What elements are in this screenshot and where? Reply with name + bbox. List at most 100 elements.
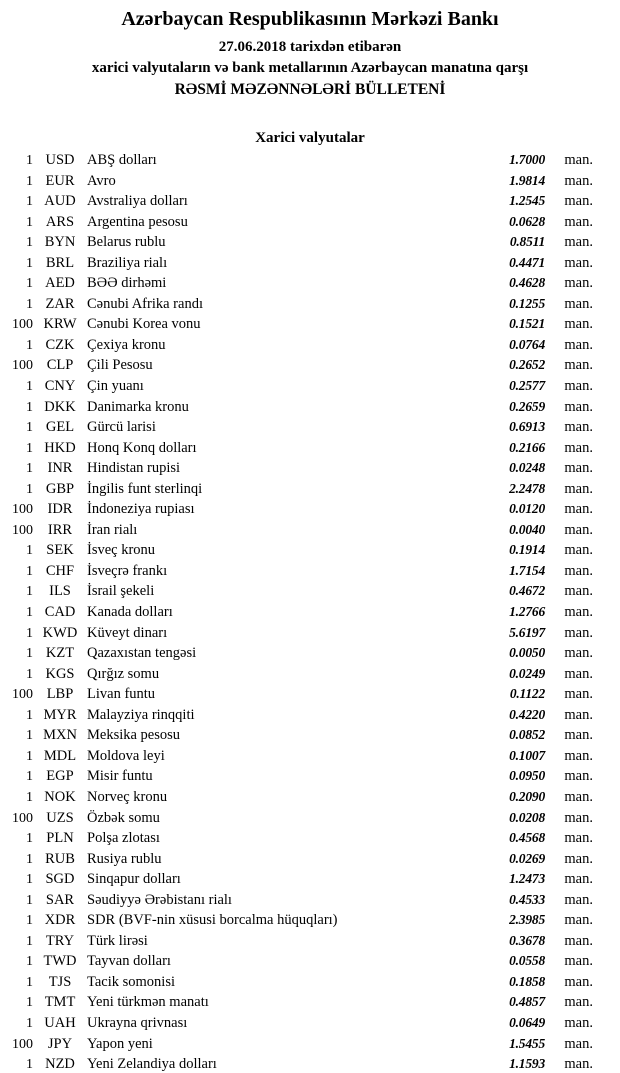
quantity-cell: 1 xyxy=(26,440,33,456)
currency-row: 1 BRL Braziliya rialı 0.4471 man. xyxy=(0,253,620,274)
currency-name-cell: İran rialı xyxy=(87,521,138,538)
rate-value-cell: 0.0649 xyxy=(509,1014,545,1030)
currency-name-cell: Braziliya rialı xyxy=(87,254,168,271)
currency-name-cell: BƏƏ dirhəmi xyxy=(87,275,167,292)
quantity-cell: 1 xyxy=(26,851,33,867)
currency-row: 1 EGP Misir funtu 0.0950 man. xyxy=(0,766,620,787)
unit-label-cell: man. xyxy=(564,788,593,805)
unit-label-cell: man. xyxy=(564,727,593,744)
quantity-cell: 1 xyxy=(26,399,33,415)
currency-code-cell: USD xyxy=(45,152,75,168)
quantity-cell: 100 xyxy=(12,687,33,703)
currency-row: 1 BYN Belarus rublu 0.8511 man. xyxy=(0,232,620,253)
currency-row: 1 NZD Yeni Zelandiya dolları 1.1593 man. xyxy=(0,1054,620,1073)
unit-label-cell: man. xyxy=(564,152,593,168)
rate-value-cell: 0.4220 xyxy=(509,706,545,722)
currency-code-cell: KWD xyxy=(42,624,78,641)
quantity-cell: 1 xyxy=(26,214,33,230)
currency-code-cell: BYN xyxy=(44,234,76,251)
currency-code-cell: IDR xyxy=(47,501,73,518)
currency-name-cell: Belarus rublu xyxy=(87,234,166,251)
rate-value-cell: 0.4568 xyxy=(509,830,545,846)
quantity-cell: 1 xyxy=(26,605,33,621)
currency-code-cell: LBP xyxy=(46,686,74,703)
currency-row: 1 MDL Moldova leyi 0.1007 man. xyxy=(0,746,620,767)
currency-name-cell: İsrail şekeli xyxy=(87,583,155,600)
currency-row: 1 KWD Küveyt dinarı 5.6197 man. xyxy=(0,623,620,644)
currency-row: 1 EUR Avro 1.9814 man. xyxy=(0,171,620,192)
quantity-cell: 1 xyxy=(26,831,33,847)
quantity-cell: 1 xyxy=(26,153,33,168)
currency-name-cell: Yeni türkmən manatı xyxy=(87,994,209,1011)
currency-row: 100 LBP Livan funtu 0.1122 man. xyxy=(0,684,620,705)
unit-label-cell: man. xyxy=(564,439,593,456)
rate-value-cell: 0.0628 xyxy=(509,213,545,229)
currency-row: 100 IDR İndoneziya rupiası 0.0120 man. xyxy=(0,499,620,520)
currency-name-cell: Ukrayna qrivnası xyxy=(87,1014,188,1031)
unit-label-cell: man. xyxy=(564,665,593,682)
unit-label-cell: man. xyxy=(564,398,593,415)
currency-code-cell: TWD xyxy=(43,953,77,970)
currency-name-cell: Cənubi Afrika randı xyxy=(87,295,203,312)
currency-code-cell: KGS xyxy=(45,665,75,682)
currency-name-cell: Misir funtu xyxy=(87,768,153,785)
currency-code-cell: ARS xyxy=(45,213,75,230)
unit-label-cell: man. xyxy=(564,686,593,703)
currency-code-cell: TMT xyxy=(44,994,76,1011)
rate-value-cell: 0.1858 xyxy=(509,973,545,989)
bank-name: Azərbaycan Respublikasının Mərkəzi Bankı xyxy=(121,8,499,30)
currency-code-cell: CZK xyxy=(45,336,75,353)
unit-label-cell: man. xyxy=(564,275,593,292)
currency-row: 1 AED BƏƏ dirhəmi 0.4628 man. xyxy=(0,273,620,294)
currency-code-cell: ZAR xyxy=(45,295,75,312)
currency-code-cell: UAH xyxy=(44,1014,76,1031)
unit-label-cell: man. xyxy=(564,254,593,271)
unit-label-cell: man. xyxy=(564,419,593,436)
currency-row: 1 ARS Argentina pesosu 0.0628 man. xyxy=(0,212,620,233)
currency-name-cell: İsveç kronu xyxy=(87,542,156,559)
unit-label-cell: man. xyxy=(564,357,593,374)
section-title-foreign-currencies: Xarici valyutalar xyxy=(255,130,365,146)
currency-row: 1 USD ABŞ dolları 1.7000 man. xyxy=(0,150,620,171)
quantity-cell: 1 xyxy=(26,872,33,888)
currency-name-cell: Moldova leyi xyxy=(87,747,165,764)
currency-name-cell: Avstraliya dolları xyxy=(87,193,188,210)
currency-row: 1 CHF İsveçrə frankı 1.7154 man. xyxy=(0,561,620,582)
quantity-cell: 1 xyxy=(26,625,33,641)
quantity-cell: 1 xyxy=(26,173,33,189)
currency-name-cell: Cənubi Korea vonu xyxy=(87,316,201,333)
unit-label-cell: man. xyxy=(564,213,593,230)
quantity-cell: 1 xyxy=(26,892,33,908)
rate-value-cell: 0.0852 xyxy=(509,727,545,743)
currency-row: 1 HKD Honq Konq dolları 0.2166 man. xyxy=(0,438,620,459)
currency-row: 1 DKK Danimarka kronu 0.2659 man. xyxy=(0,397,620,418)
currency-row: 100 CLP Çili Pesosu 0.2652 man. xyxy=(0,355,620,376)
unit-label-cell: man. xyxy=(564,460,593,477)
quantity-cell: 1 xyxy=(26,954,33,970)
currency-code-cell: CNY xyxy=(44,378,76,395)
currency-code-cell: XDR xyxy=(44,912,76,929)
unit-label-cell: man. xyxy=(564,336,593,353)
unit-label-cell: man. xyxy=(564,973,593,990)
rate-value-cell: 0.2652 xyxy=(509,357,545,373)
currency-code-cell: DKK xyxy=(44,398,76,415)
rate-value-cell: 0.4672 xyxy=(509,583,545,599)
currency-row: 1 GEL Gürcü larisi 0.6913 man. xyxy=(0,417,620,438)
quantity-cell: 1 xyxy=(26,235,33,251)
rate-value-cell: 0.0248 xyxy=(509,460,545,476)
currency-code-cell: UZS xyxy=(46,809,74,826)
currency-name-cell: Polşa zlotası xyxy=(87,830,160,847)
quantity-cell: 1 xyxy=(26,913,33,929)
currency-name-cell: Tayvan dolları xyxy=(87,953,171,970)
currency-name-cell: Tacik somonisi xyxy=(87,973,175,990)
rate-value-cell: 2.2478 xyxy=(509,480,545,496)
currency-row: 1 SGD Sinqapur dolları 1.2473 man. xyxy=(0,869,620,890)
currency-name-cell: İsveçrə frankı xyxy=(87,562,168,579)
unit-label-cell: man. xyxy=(564,542,593,559)
unit-label-cell: man. xyxy=(564,871,593,888)
currency-row: 1 PLN Polşa zlotası 0.4568 man. xyxy=(0,828,620,849)
unit-label-cell: man. xyxy=(564,932,593,949)
unit-label-cell: man. xyxy=(564,583,593,600)
unit-label-cell: man. xyxy=(564,850,593,867)
